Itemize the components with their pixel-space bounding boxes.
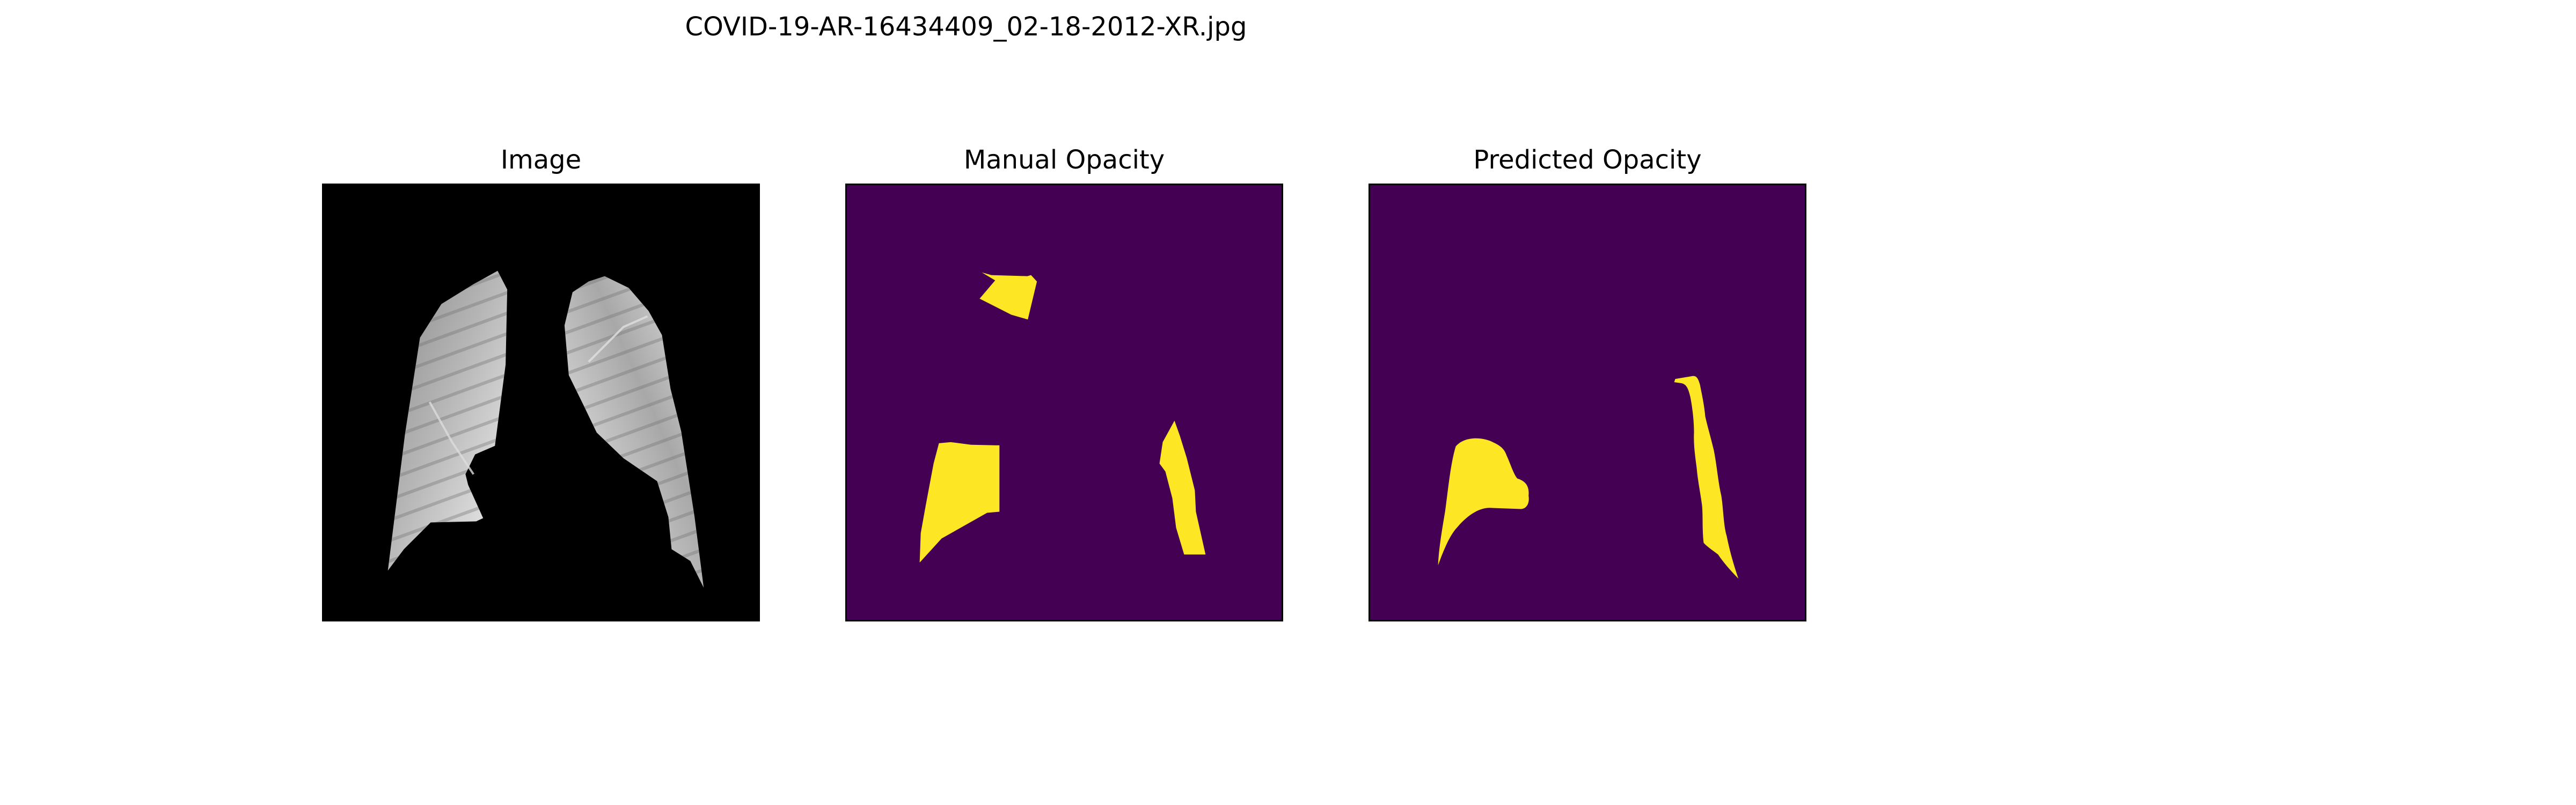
manual-opacity-mask [919, 272, 1206, 563]
lung-xray-image [387, 270, 704, 588]
panel-title-image: Image [500, 145, 582, 175]
figure-title: COVID-19-AR-16434409_02-18-2012-XR.jpg [685, 12, 1247, 42]
manual-opacity-region [919, 442, 1000, 563]
predicted-opacity-mask [1438, 376, 1739, 579]
predicted-opacity-region [1438, 438, 1529, 566]
panel-title-manual-opacity: Manual Opacity [963, 145, 1165, 175]
predicted-opacity-panel [1368, 184, 1806, 621]
xray-image-panel [322, 184, 760, 621]
predicted-opacity-region [1674, 376, 1739, 579]
manual-opacity-region [1159, 420, 1206, 555]
manual-opacity-panel [845, 184, 1283, 621]
manual-opacity-region [979, 272, 1037, 320]
panel-title-predicted-opacity: Predicted Opacity [1473, 145, 1702, 175]
